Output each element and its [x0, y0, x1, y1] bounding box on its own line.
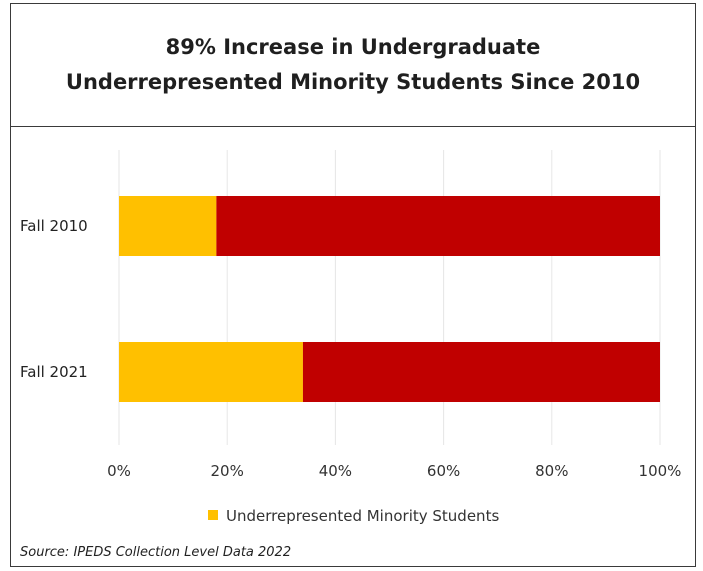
category-label: Fall 2010: [20, 217, 88, 235]
bar-other-segment: [302, 342, 660, 402]
x-tick-label: 60%: [427, 462, 460, 480]
bar-other-segment: [216, 196, 660, 256]
category-label: Fall 2021: [20, 363, 88, 381]
bar-urm-segment: [119, 342, 303, 402]
x-tick-label: 0%: [107, 462, 131, 480]
source-note: Source: IPEDS Collection Level Data 2022: [20, 545, 292, 560]
x-tick-label: 80%: [535, 462, 568, 480]
legend-label: Underrepresented Minority Students: [226, 507, 499, 525]
x-tick-label: 20%: [211, 462, 244, 480]
x-tick-label: 40%: [319, 462, 352, 480]
chart-title: 89% Increase in Undergraduate Underrepre…: [65, 35, 641, 94]
chart-frame: 89% Increase in Undergraduate Underrepre…: [10, 3, 696, 567]
bar-urm-segment: [119, 196, 217, 256]
chart-title-box: 89% Increase in Undergraduate Underrepre…: [11, 4, 695, 127]
x-tick-label: 100%: [639, 462, 682, 480]
legend-swatch: [208, 510, 218, 520]
